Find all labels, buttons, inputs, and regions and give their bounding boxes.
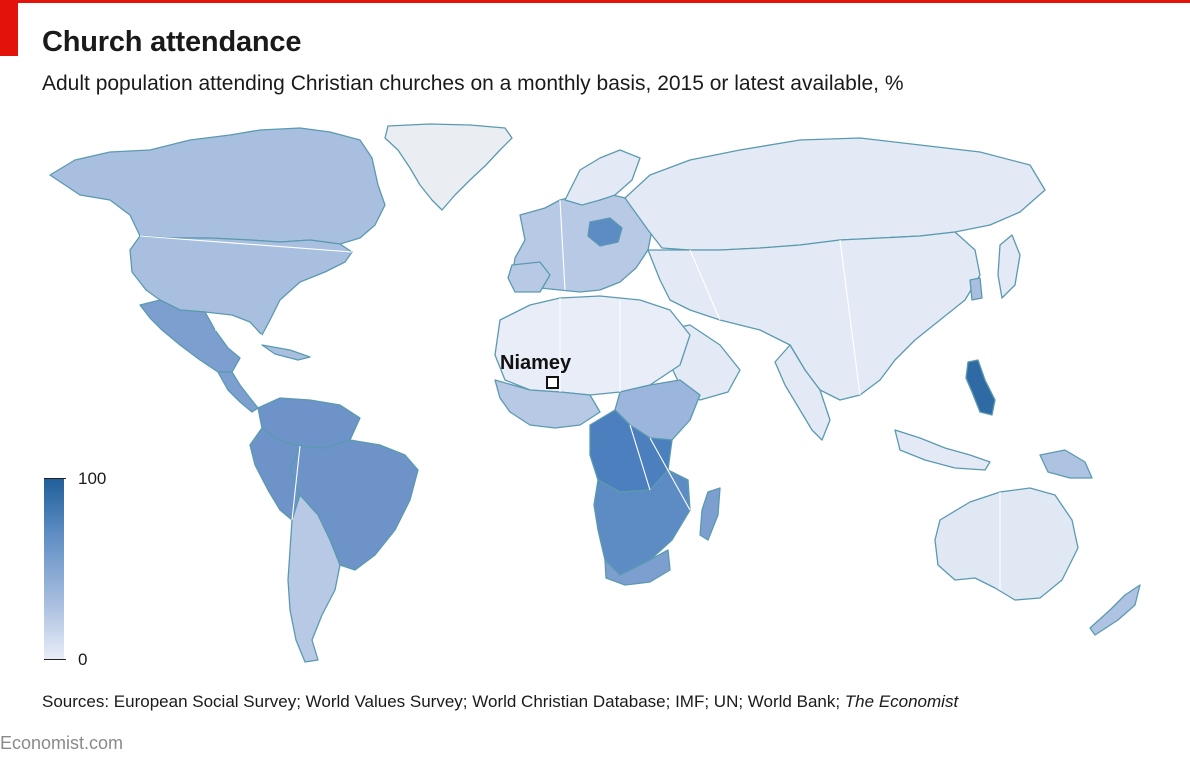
top-rule bbox=[0, 0, 1190, 3]
country-south-korea bbox=[969, 277, 983, 301]
legend-tick-min bbox=[44, 659, 66, 660]
country-south-africa bbox=[604, 549, 671, 586]
legend-color-scale bbox=[44, 478, 64, 660]
country-greenland bbox=[384, 123, 513, 211]
chart-title: Church attendance bbox=[42, 26, 302, 58]
brand-footer: Economist.com bbox=[0, 733, 124, 753]
region-indonesia bbox=[894, 429, 991, 471]
country-caribbean bbox=[261, 344, 311, 361]
region-asia bbox=[647, 231, 981, 401]
country-central-america bbox=[217, 371, 259, 413]
niamey-label: Niamey bbox=[500, 352, 572, 374]
legend-max-label: 100 bbox=[78, 469, 107, 488]
country-iberia bbox=[507, 261, 551, 293]
color-legend: 100 0 bbox=[44, 469, 124, 669]
country-india bbox=[774, 344, 831, 441]
sources-text: Sources: European Social Survey; World V… bbox=[42, 692, 845, 711]
chart-subtitle: Adult population attending Christian chu… bbox=[42, 72, 904, 95]
region-west-africa bbox=[494, 379, 601, 429]
sources-italic: The Economist bbox=[844, 692, 959, 711]
legend-tick-max bbox=[44, 478, 66, 479]
legend-min-label: 0 bbox=[78, 650, 88, 669]
country-australia bbox=[934, 487, 1079, 601]
niamey-marker bbox=[546, 376, 559, 389]
world-map bbox=[49, 123, 1141, 663]
region-scandinavia bbox=[564, 149, 641, 206]
sources-note: Sources: European Social Survey; World V… bbox=[42, 692, 958, 712]
country-new-zealand bbox=[1089, 584, 1141, 636]
country-poland bbox=[587, 217, 623, 247]
country-japan bbox=[997, 234, 1021, 299]
country-mexico bbox=[139, 299, 241, 373]
country-papua-new-guinea bbox=[1039, 449, 1093, 479]
country-canada bbox=[49, 127, 386, 245]
country-russia bbox=[624, 137, 1046, 251]
brand-red-tag bbox=[0, 3, 18, 56]
country-argentina-chile bbox=[287, 494, 341, 663]
country-philippines bbox=[965, 359, 996, 416]
country-madagascar bbox=[699, 487, 721, 541]
region-north-africa bbox=[494, 295, 691, 396]
